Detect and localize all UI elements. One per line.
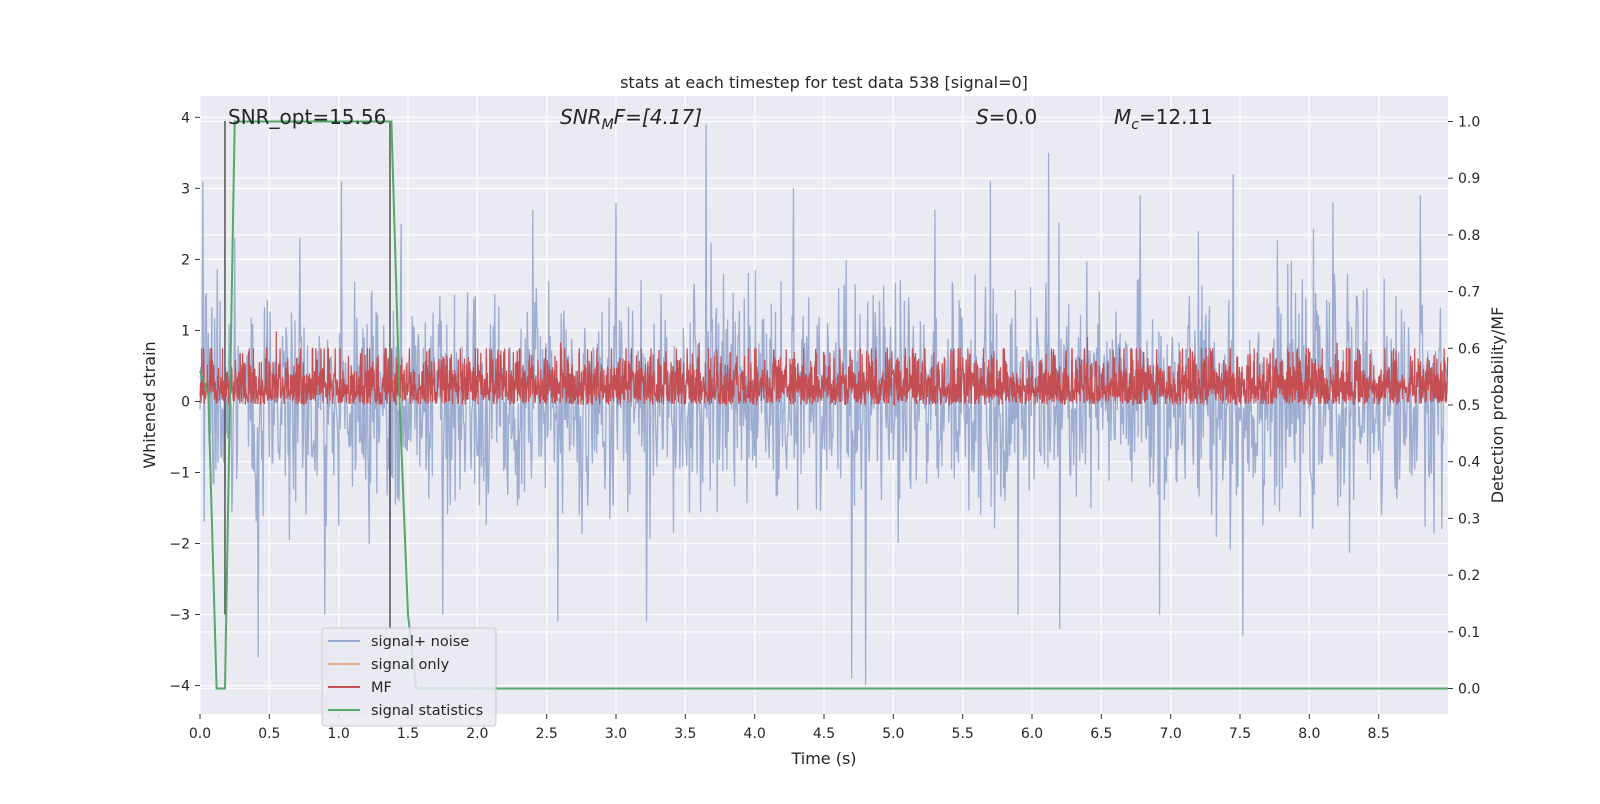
y-tick-label: −2 [169, 537, 190, 553]
legend-label-signal-noise: signal+ noise [371, 634, 469, 650]
y-right-tick-label: 0.0 [1458, 681, 1480, 697]
y-right-tick-label: 0.6 [1458, 341, 1480, 357]
x-tick-label: 1.5 [397, 726, 419, 742]
y-right-tick-label: 0.8 [1458, 228, 1480, 244]
x-tick-label: 3.0 [605, 726, 627, 742]
y-right-tick-label: 0.5 [1458, 398, 1480, 414]
x-tick-label: 7.0 [1160, 726, 1182, 742]
x-tick-label: 2.0 [466, 726, 488, 742]
y-right-tick-label: 0.1 [1458, 625, 1480, 641]
legend: signal+ noise signal only MF signal stat… [321, 627, 497, 727]
annotation-s: S=0.0 [976, 105, 1037, 129]
y-right-tick-label: 0.7 [1458, 285, 1480, 301]
legend-label-signal-statistics: signal statistics [371, 703, 483, 719]
legend-box [321, 627, 497, 727]
x-tick-label: 6.0 [1021, 726, 1043, 742]
y-tick-label: −4 [169, 679, 190, 695]
y-right-tick-label: 0.4 [1458, 455, 1480, 471]
x-tick-label: 1.0 [328, 726, 350, 742]
y-tick-label: 2 [181, 252, 190, 268]
x-tick-label: 8.5 [1368, 726, 1390, 742]
annotation-mc: Mc=12.11 [1114, 105, 1213, 133]
x-tick-label: 8.0 [1298, 726, 1320, 742]
y-tick-label: 1 [181, 323, 190, 339]
annotation-snr-mf: SNRMF=[4.17] [560, 105, 702, 133]
y-right-tick-label: 0.3 [1458, 511, 1480, 527]
y-tick-label: 4 [181, 110, 190, 126]
x-tick-label: 7.5 [1229, 726, 1251, 742]
y-right-tick-label: 0.9 [1458, 171, 1480, 187]
x-tick-label: 4.5 [813, 726, 835, 742]
series-mf [199, 331, 1449, 407]
y-tick-label: 3 [181, 181, 190, 197]
x-tick-label: 4.0 [744, 726, 766, 742]
y-tick-label: −3 [169, 608, 190, 624]
x-tick-label: 3.5 [674, 726, 696, 742]
x-axis-label: Time (s) [790, 749, 856, 768]
tick-layer: 0.0 0.5 1.0 1.5 2.0 2.5 3.0 3.5 4.0 4.5 5.0 5.5 6.0 6… [169, 110, 1480, 742]
y-right-tick-label: 1.0 [1458, 115, 1480, 131]
x-tick-label: 5.0 [882, 726, 904, 742]
chart-title: stats at each timestep for test data 538… [620, 73, 1028, 92]
y-tick-label: −1 [169, 465, 190, 481]
x-tick-label: 6.5 [1090, 726, 1112, 742]
x-tick-label: 2.5 [536, 726, 558, 742]
y-right-tick-label: 0.2 [1458, 568, 1480, 584]
y-right-axis-label: Detection probability/MF [1488, 307, 1507, 504]
annotation-snr-opt: SNR_opt=15.56 [228, 105, 386, 129]
legend-label-signal-only: signal only [371, 657, 450, 673]
legend-label-mf: MF [371, 680, 392, 696]
x-tick-label: 5.5 [952, 726, 974, 742]
y-axis-label: Whitened strain [140, 341, 159, 468]
y-tick-label: 0 [181, 394, 190, 410]
x-tick-label: 0.5 [258, 726, 280, 742]
x-tick-label: 0.0 [189, 726, 211, 742]
